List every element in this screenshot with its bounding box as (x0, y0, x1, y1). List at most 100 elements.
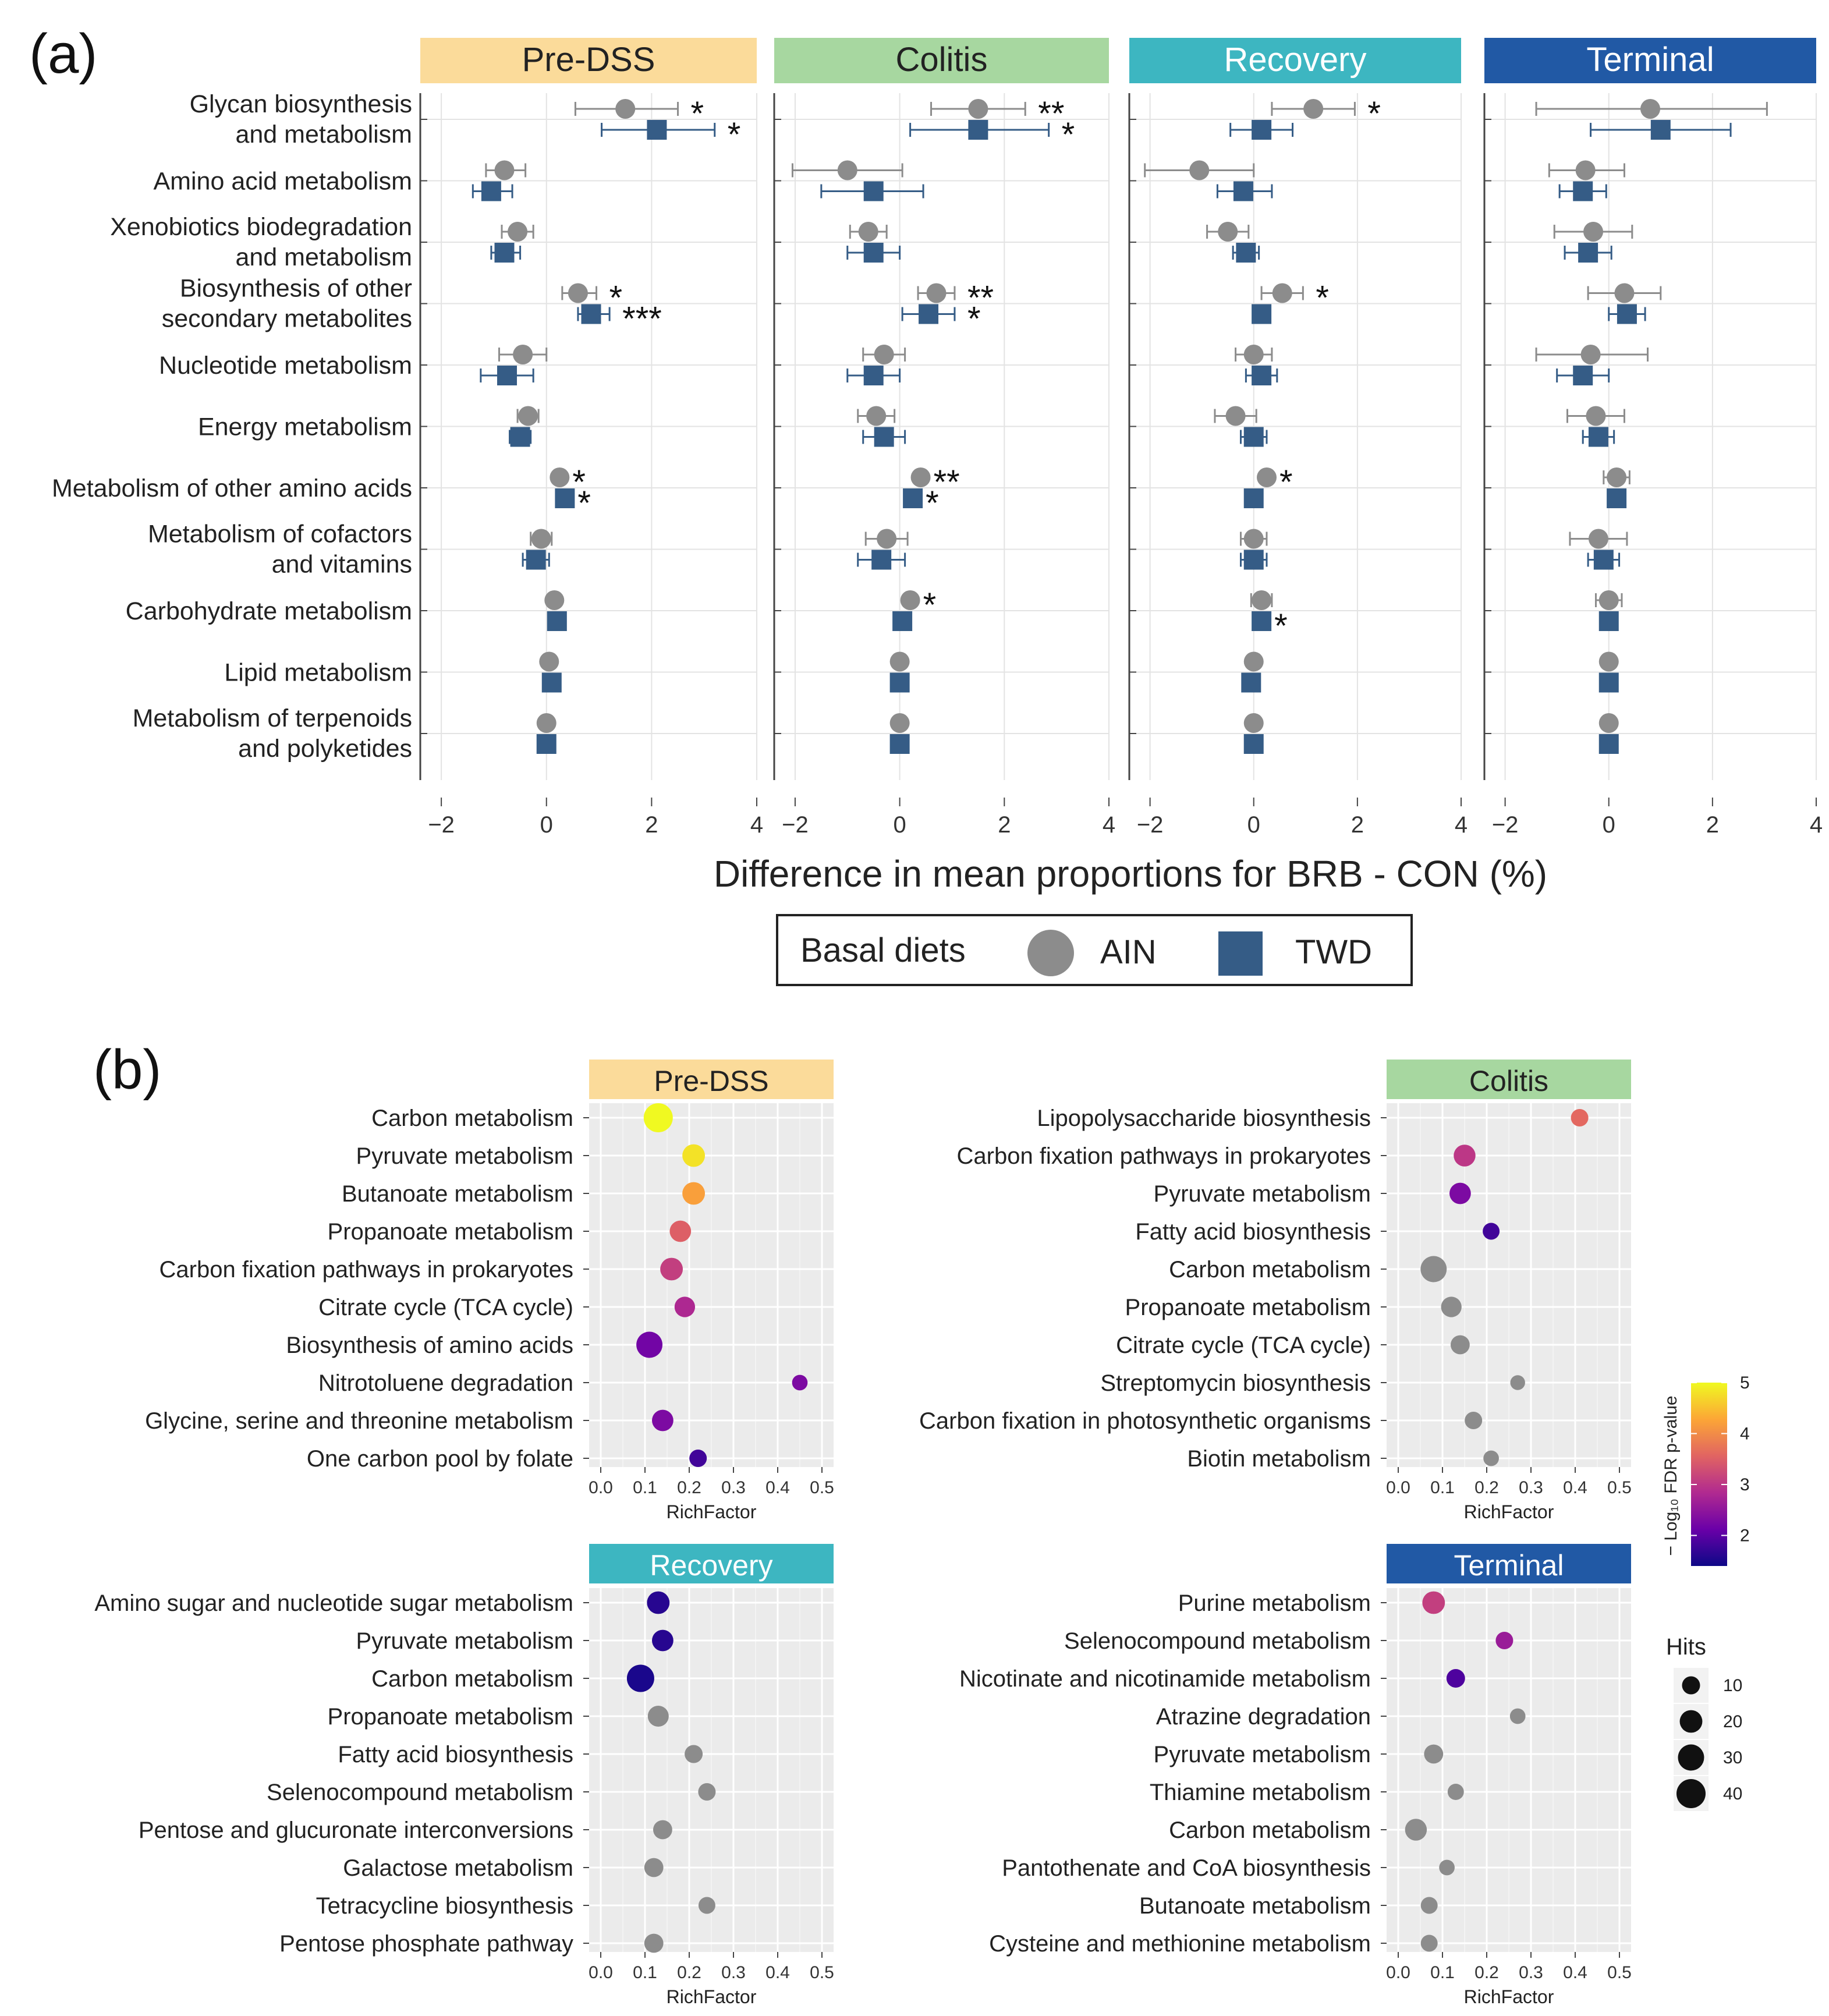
facet-strip (1387, 1060, 1631, 1099)
bubble-one-carbon-pool-by-folate (689, 1449, 707, 1468)
x-tick-label: 0.0 (589, 1478, 613, 1497)
significance-mark: ** (967, 279, 994, 317)
pathway-label-one-carbon-pool-by-folate: One carbon pool by folate (307, 1446, 573, 1472)
colorbar-tick-label: 4 (1740, 1425, 1750, 1444)
x-tick-label: 0.1 (633, 1478, 657, 1497)
point-twd (1598, 734, 1619, 754)
pathway-label-butanoate-metabolism: Butanoate metabolism (1139, 1893, 1371, 1919)
pathway-label-amino-acid-metabolism: Amino acid metabolism (153, 168, 412, 196)
x-tick-label: 0.4 (1563, 1478, 1587, 1497)
panel-a-legend: Basal diets AIN TWD (776, 914, 1413, 986)
pathway-label-carbon-fixation-pathways-in-prokaryotes: Carbon fixation pathways in prokaryotes (957, 1143, 1371, 1169)
point-ain (1225, 406, 1246, 426)
facet-title: Pre-DSS (522, 41, 655, 79)
significance-mark: * (1279, 463, 1293, 501)
x-tick-label: −2 (1137, 812, 1164, 838)
pathway-label-glycan-biosynthesis: Glycan biosynthesis (190, 90, 412, 118)
x-tick-label: 0.1 (1430, 1963, 1455, 1982)
x-tick-label: 2 (1351, 812, 1364, 838)
point-twd (1252, 304, 1272, 324)
facet-strip (420, 38, 757, 83)
point-ain (1580, 345, 1601, 364)
facet-terminal: Terminal −2 0 2 4 (1483, 38, 1823, 838)
pathway-label-lipid-metabolism: Lipid metabolism (224, 659, 412, 687)
pathway-label-fatty-acid-biosynthesis: Fatty acid biosynthesis (1135, 1219, 1371, 1245)
facet-title: Terminal (1454, 1549, 1564, 1582)
bubble-propanoate-metabolism (1441, 1296, 1462, 1317)
significance-mark: ** (934, 463, 960, 501)
point-ain (536, 713, 557, 733)
point-ain (1243, 529, 1264, 549)
pathway-label-thiamine-metabolism: Thiamine metabolism (1150, 1780, 1371, 1805)
pathway-label-metabolism-of-terpenoids: Metabolism of terpenoids (133, 704, 412, 732)
x-tick-label: 0 (1247, 812, 1260, 838)
x-tick-label: 0.0 (1386, 1478, 1410, 1497)
point-twd (1598, 672, 1619, 693)
panel-a-plots: Glycan biosynthesis and metabolism Amino a… (52, 38, 1823, 838)
significance-mark: * (609, 279, 623, 317)
facet-title: Recovery (1224, 41, 1367, 79)
bubble-butanoate-metabolism (682, 1182, 706, 1205)
point-ain (1252, 590, 1272, 610)
colorbar-title: − Log₁₀ FDR p-value (1661, 1395, 1681, 1556)
richfactor-panel-colitis: Colitis Lipopolysaccharide biosynthesis Ca… (919, 1060, 1632, 1522)
significance-mark: * (967, 300, 981, 338)
pathway-label-pyruvate-metabolism: Pyruvate metabolism (1154, 1742, 1371, 1767)
point-twd (526, 550, 546, 570)
bubble-thiamine-metabolism (1447, 1784, 1464, 1800)
point-twd (863, 181, 884, 201)
point-twd (510, 427, 530, 447)
point-ain (508, 222, 528, 242)
bubble-glycine-serine-and-threonine-metabolism (652, 1409, 674, 1432)
point-ain (1257, 467, 1277, 487)
point-twd (1241, 672, 1261, 693)
x-axis-title: RichFactor (667, 1501, 757, 1522)
bubble-pyruvate-metabolism (652, 1629, 674, 1652)
legend-swatch-ain (1027, 930, 1074, 976)
bubble-biotin-metabolism (1483, 1450, 1499, 1466)
point-twd (1598, 611, 1619, 631)
pathway-label-pyruvate-metabolism: Pyruvate metabolism (356, 1143, 573, 1169)
significance-mark: * (1316, 279, 1329, 317)
x-tick-label: 0.4 (765, 1478, 790, 1497)
colorbar-tick-label: 3 (1740, 1475, 1750, 1494)
pathway-label-carbon-metabolism: Carbon metabolism (371, 1666, 573, 1692)
facet-strip (1484, 38, 1816, 83)
size-legend-dot (1682, 1676, 1700, 1695)
significance-mark: * (926, 484, 939, 522)
point-twd (1573, 366, 1593, 385)
point-twd (547, 611, 567, 631)
point-twd (874, 427, 894, 447)
bubble-pentose-and-glucuronate-interconversions (653, 1820, 672, 1840)
colorbar-tick-label: 2 (1740, 1526, 1750, 1546)
legend-label-ain: AIN (1100, 933, 1157, 971)
point-twd (1252, 120, 1272, 140)
point-ain (544, 590, 565, 610)
bubble-propanoate-metabolism (647, 1705, 669, 1727)
x-tick-label: 0.5 (1607, 1963, 1632, 1982)
point-twd (903, 488, 923, 508)
point-ain (1243, 345, 1264, 364)
pathway-label-glycine-serine-and-threonine-metabolism: Glycine, serine and threonine metabolism (145, 1408, 573, 1434)
panel-b-legend: 2 3 4 5 − Log₁₀ FDR p-value Hits 10 20 30 40 (1661, 1373, 1750, 1811)
significance-mark: * (691, 95, 704, 133)
pathway-label-and-polyketides: and polyketides (238, 735, 412, 763)
point-ain (858, 222, 878, 242)
significance-mark: * (572, 463, 586, 501)
pathway-label-and-metabolism: and metabolism (235, 243, 412, 271)
bubble-carbon-metabolism (1420, 1256, 1447, 1282)
point-twd (1243, 488, 1264, 508)
point-twd (494, 243, 515, 263)
pathway-label-biotin-metabolism: Biotin metabolism (1187, 1446, 1371, 1472)
x-tick-label: −2 (428, 812, 455, 838)
significance-mark: * (1062, 116, 1075, 154)
point-ain (1586, 406, 1606, 426)
bubble-galactose-metabolism (644, 1858, 664, 1877)
pathway-label-pentose-phosphate-pathway: Pentose phosphate pathway (279, 1931, 573, 1957)
point-twd (892, 611, 913, 631)
x-tick-label: 0.0 (1386, 1963, 1410, 1982)
point-ain (877, 529, 897, 549)
point-ain (1598, 590, 1619, 610)
x-tick-label: 4 (1103, 812, 1115, 838)
facet-title: Terminal (1586, 41, 1714, 79)
